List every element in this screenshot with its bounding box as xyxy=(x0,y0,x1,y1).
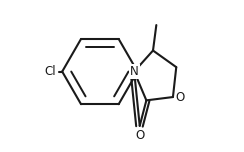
Text: O: O xyxy=(176,91,185,104)
Text: Cl: Cl xyxy=(44,65,56,78)
Text: O: O xyxy=(135,129,144,142)
Text: N: N xyxy=(130,65,139,78)
